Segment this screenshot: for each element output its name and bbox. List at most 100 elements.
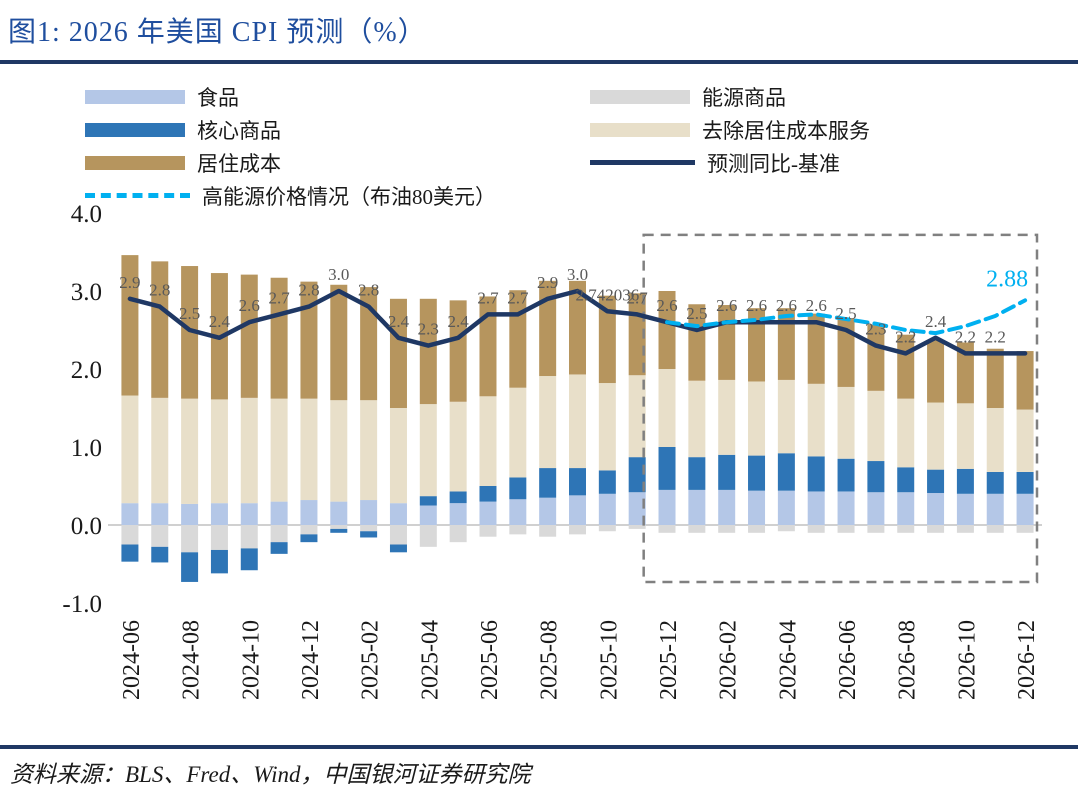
bar-housing <box>300 281 318 399</box>
bar-food <box>300 500 318 525</box>
bar-housing <box>748 308 766 382</box>
bar-services_ex_housing <box>389 408 407 504</box>
bar-core_goods <box>658 447 676 490</box>
baseline-point-label: 3.0 <box>567 265 588 284</box>
baseline-point-label: 2.7 <box>507 288 529 307</box>
bar-energy <box>658 525 676 533</box>
bar-services_ex_housing <box>628 375 646 458</box>
bar-energy <box>807 525 825 533</box>
baseline-point-label: 2.2 <box>985 327 1006 346</box>
bar-core_goods <box>748 455 766 491</box>
baseline-point-label: 2.2 <box>895 327 916 346</box>
bar-housing <box>181 266 199 399</box>
legend-label: 食品 <box>197 85 239 110</box>
scenario-end-label: 2.88 <box>986 266 1028 292</box>
y-axis-tick-label: 3.0 <box>71 279 102 306</box>
bar-core_goods <box>986 471 1004 494</box>
bar-food <box>688 489 706 525</box>
bar-core_goods <box>360 531 378 538</box>
bar-housing <box>1016 351 1034 410</box>
baseline-point-label: 2.8 <box>298 281 319 300</box>
x-axis-tick-label: 2024-08 <box>179 620 205 700</box>
bar-housing <box>927 340 945 403</box>
bar-energy <box>121 525 139 545</box>
bar-housing <box>598 295 616 384</box>
bar-food <box>837 491 855 525</box>
bar-housing <box>777 308 795 380</box>
x-axis-tick-label: 2026-12 <box>1014 620 1040 700</box>
bar-energy <box>986 525 1004 533</box>
baseline-point-label: 2.4 <box>448 312 470 331</box>
bar-core_goods <box>867 461 885 493</box>
bar-core_goods <box>956 468 974 494</box>
legend-swatch-scenario_line-line <box>85 193 190 198</box>
bar-services_ex_housing <box>1016 409 1034 472</box>
bar-food <box>1016 493 1034 525</box>
bar-housing <box>389 298 407 408</box>
bar-services_ex_housing <box>956 403 974 469</box>
x-axis-tick-label: 2026-02 <box>716 620 742 700</box>
bar-food <box>240 503 258 525</box>
bar-housing <box>360 287 378 401</box>
bar-services_ex_housing <box>658 369 676 447</box>
legend-item-services_ex_housing: 去除居住成本服务 <box>590 113 1078 146</box>
bar-services_ex_housing <box>419 404 437 497</box>
bar-services_ex_housing <box>927 402 945 470</box>
bar-services_ex_housing <box>718 379 736 455</box>
bar-services_ex_housing <box>748 381 766 456</box>
bar-core_goods <box>330 528 348 533</box>
bar-services_ex_housing <box>837 386 855 459</box>
baseline-point-label: 2.6 <box>656 296 677 315</box>
bar-energy <box>479 525 497 537</box>
bar-core_goods <box>240 548 258 571</box>
bar-core_goods <box>807 456 825 492</box>
bar-core_goods <box>539 468 557 498</box>
bar-energy <box>151 525 169 547</box>
bar-core_goods <box>628 457 646 493</box>
bar-services_ex_housing <box>479 396 497 486</box>
y-axis-tick-label: -1.0 <box>62 591 102 618</box>
y-axis-tick-label: 1.0 <box>71 435 102 462</box>
legend-swatch-energy <box>590 89 690 104</box>
bar-food <box>718 489 736 525</box>
bar-energy <box>569 525 586 535</box>
x-axis-tick-label: 2025-10 <box>596 620 622 700</box>
bar-housing <box>330 284 348 401</box>
legend-swatch-housing <box>85 155 185 170</box>
bar-energy <box>628 525 646 529</box>
bar-housing <box>837 318 855 387</box>
bar-energy <box>330 525 348 529</box>
bar-food <box>419 505 437 525</box>
bar-food <box>777 490 795 525</box>
x-axis-tick-label: 2024-12 <box>298 620 324 700</box>
bar-core_goods <box>479 486 497 502</box>
bar-core_goods <box>389 544 407 553</box>
bar-food <box>210 503 228 525</box>
bar-energy <box>270 525 288 543</box>
bar-food <box>479 501 497 525</box>
cpi-forecast-chart: 4.0 3.0 2.0 1.0 0.0 -1.0 2.9 2.8 2.5 2.4 2.6 2.7 2.8… <box>62 201 1042 700</box>
bar-housing <box>449 300 467 402</box>
bar-services_ex_housing <box>240 397 258 504</box>
baseline-point-label: 2.4 <box>209 312 231 331</box>
bar-core_goods <box>121 544 139 562</box>
x-axis-tick-label: 2026-04 <box>775 620 801 700</box>
y-axis-tick-label: 2.0 <box>71 357 102 384</box>
bar-food <box>389 503 407 525</box>
x-axis-tick-label: 2025-06 <box>477 620 503 700</box>
bar-services_ex_housing <box>569 374 586 469</box>
bar-energy <box>777 525 795 532</box>
forecast-highlight-box <box>642 233 1039 584</box>
bar-services_ex_housing <box>330 400 348 502</box>
bar-core_goods <box>509 477 527 500</box>
baseline-point-label: 2.3 <box>865 320 886 339</box>
baseline-point-label: 2.6 <box>746 296 767 315</box>
bar-housing <box>688 304 706 381</box>
bar-services_ex_housing <box>539 376 557 469</box>
bar-energy <box>360 525 378 532</box>
bar-services_ex_housing <box>897 398 915 468</box>
bar-housing <box>986 348 1004 408</box>
bar-core_goods <box>151 546 169 563</box>
bar-core_goods <box>210 549 228 574</box>
